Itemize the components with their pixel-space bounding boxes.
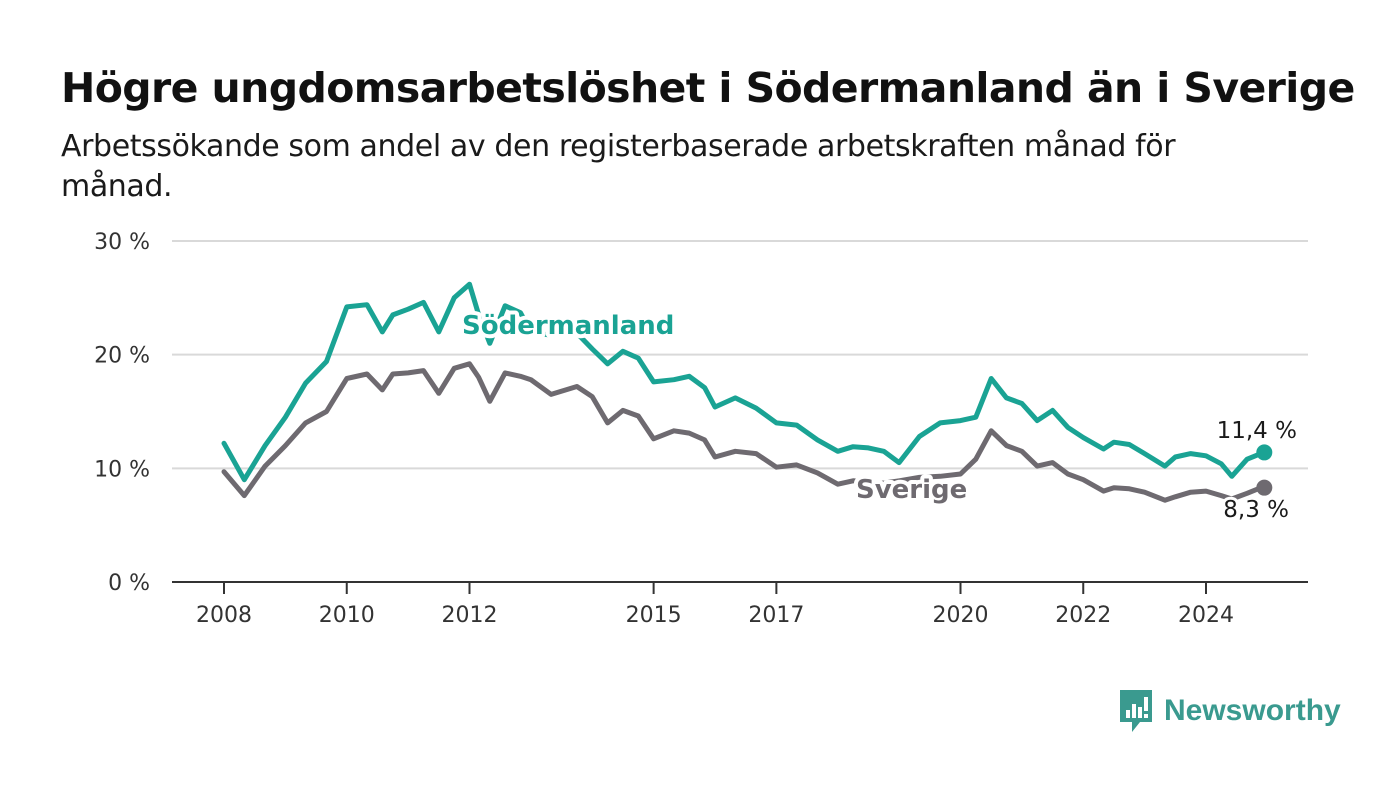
- y-tick-label: 30 %: [94, 230, 150, 255]
- brand-name: Newsworthy: [1164, 694, 1341, 727]
- x-tick-label: 2012: [442, 603, 498, 628]
- y-tick-label: 0 %: [108, 571, 150, 596]
- y-tick-label: 10 %: [94, 457, 150, 482]
- series-label-sodermanland: Södermanland: [462, 311, 674, 341]
- y-axis: 0 % 10 % 20 % 30 %: [94, 230, 150, 596]
- end-point-sverige: [1256, 479, 1273, 496]
- newsworthy-logo-icon: [1120, 690, 1152, 732]
- x-tick-label: 2022: [1055, 603, 1111, 628]
- x-tick-label: 2015: [626, 603, 682, 628]
- end-label-sverige: 8,3 %: [1223, 497, 1289, 523]
- end-point-sodermanland: [1256, 444, 1273, 461]
- x-tick-label: 2020: [933, 603, 989, 628]
- series-line-sverige: [221, 361, 1267, 503]
- end-label-sodermanland: 11,4 %: [1217, 418, 1297, 444]
- x-tick-label: 2010: [319, 603, 375, 628]
- x-tick-label: 2017: [748, 603, 804, 628]
- x-tick-label: 2008: [196, 603, 252, 628]
- chart-subtitle: Arbetssökande som andel av den registerb…: [61, 129, 1176, 204]
- x-axis: 2008 2010 2012 2015 2017 2020 2022 2024: [172, 581, 1308, 628]
- chart-title: Högre ungdomsarbetslöshet i Södermanland…: [61, 64, 1355, 112]
- series-label-sverige: Sverige: [856, 475, 967, 505]
- y-tick-label: 20 %: [94, 344, 150, 369]
- series-labels: Södermanland Sverige 11,4 % 8,3 %: [458, 307, 1300, 526]
- gridlines: [172, 240, 1308, 470]
- x-tick-label: 2024: [1178, 603, 1234, 628]
- series-lines: [221, 281, 1273, 503]
- series-line-sodermanland: [221, 281, 1267, 483]
- brand-logo: Newsworthy: [1118, 688, 1341, 734]
